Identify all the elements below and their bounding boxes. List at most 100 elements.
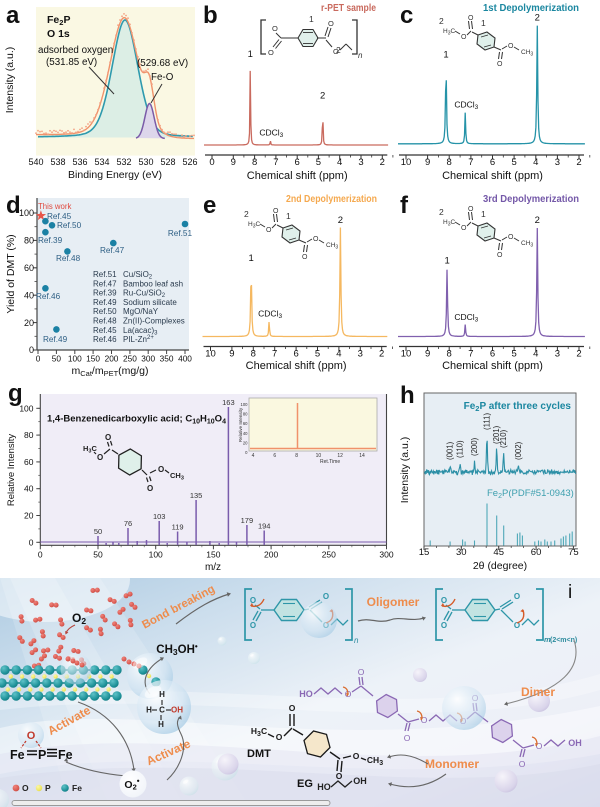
- svg-text:2: 2: [338, 215, 343, 226]
- svg-text:O: O: [358, 667, 365, 677]
- svg-text:10: 10: [401, 349, 412, 360]
- svg-text:1: 1: [249, 253, 254, 264]
- svg-text:O2•: O2•: [124, 777, 139, 792]
- svg-text:80: 80: [24, 236, 34, 246]
- svg-text:HO: HO: [299, 689, 313, 699]
- svg-text:This work: This work: [38, 202, 71, 211]
- svg-text:30: 30: [456, 547, 467, 558]
- svg-text:Chemical shift (ppm): Chemical shift (ppm): [442, 360, 543, 372]
- svg-text:O: O: [404, 733, 411, 743]
- svg-text:20: 20: [24, 318, 34, 328]
- svg-text:3: 3: [555, 157, 560, 168]
- svg-text:O: O: [497, 252, 503, 259]
- svg-text:2: 2: [380, 157, 385, 168]
- svg-text:CH3: CH3: [170, 471, 184, 482]
- svg-text:60: 60: [24, 263, 34, 273]
- svg-text:6: 6: [490, 157, 495, 168]
- svg-text:103: 103: [153, 512, 166, 521]
- svg-text:8: 8: [295, 453, 298, 459]
- svg-text:200: 200: [105, 354, 119, 364]
- svg-text:Ref.51: Ref.51: [93, 270, 117, 279]
- svg-text:Intensity (a.u.): Intensity (a.u.): [399, 437, 411, 504]
- svg-text:300: 300: [141, 354, 155, 364]
- svg-text:1: 1: [444, 256, 449, 267]
- svg-text:O: O: [289, 703, 296, 713]
- svg-text:(002): (002): [514, 441, 523, 460]
- svg-text:2: 2: [320, 91, 325, 102]
- svg-text:Cu/SiO2: Cu/SiO2: [123, 270, 153, 281]
- svg-text:Ru-Cu/SiO2: Ru-Cu/SiO2: [123, 289, 166, 300]
- svg-text:80: 80: [24, 430, 34, 440]
- svg-text:r-PET sample: r-PET sample: [321, 3, 376, 14]
- svg-text:H: H: [159, 690, 165, 699]
- svg-text:Ref.45: Ref.45: [93, 326, 117, 335]
- svg-text:0: 0: [29, 345, 34, 355]
- svg-text:Sodium silicate: Sodium silicate: [123, 298, 177, 307]
- svg-text:Ref.39: Ref.39: [93, 289, 117, 298]
- svg-text:15: 15: [419, 547, 430, 558]
- svg-text:1: 1: [443, 50, 448, 61]
- svg-text:O: O: [105, 433, 111, 442]
- svg-text:(529.68 eV): (529.68 eV): [137, 58, 188, 69]
- svg-text:534: 534: [94, 157, 109, 167]
- svg-text:O: O: [468, 206, 474, 213]
- svg-text:0: 0: [29, 537, 34, 547]
- svg-text:O: O: [353, 751, 360, 761]
- svg-text:8: 8: [447, 157, 452, 168]
- svg-text:3: 3: [555, 349, 560, 360]
- svg-text:CH3: CH3: [326, 242, 338, 251]
- svg-text:2: 2: [576, 157, 581, 168]
- svg-text:20: 20: [24, 511, 34, 521]
- svg-text:60: 60: [531, 547, 542, 558]
- svg-text:400: 400: [178, 354, 192, 364]
- svg-text:526: 526: [182, 157, 197, 167]
- svg-text:4: 4: [336, 349, 341, 360]
- svg-text:9: 9: [425, 349, 430, 360]
- svg-text:Binding Energy (eV): Binding Energy (eV): [68, 169, 162, 181]
- svg-text:7: 7: [468, 157, 473, 168]
- svg-text:(201): (201): [492, 425, 501, 444]
- svg-text:100: 100: [19, 403, 33, 413]
- svg-text:14: 14: [359, 453, 365, 459]
- svg-text:Ref.51: Ref.51: [168, 229, 193, 238]
- svg-text:4: 4: [252, 453, 255, 459]
- svg-text:200: 200: [264, 550, 278, 560]
- svg-text:O: O: [250, 596, 256, 605]
- svg-text:O: O: [421, 715, 428, 725]
- svg-text:0: 0: [209, 157, 214, 168]
- svg-text:H3C: H3C: [251, 726, 267, 738]
- svg-text:C: C: [159, 706, 165, 715]
- svg-text:1: 1: [481, 18, 486, 28]
- svg-text:CH3OH•: CH3OH•: [156, 642, 198, 657]
- svg-text:9: 9: [231, 157, 236, 168]
- svg-text:1: 1: [481, 209, 486, 219]
- svg-text:2: 2: [244, 209, 249, 219]
- svg-text:O: O: [147, 484, 153, 493]
- svg-text:La(acac)3: La(acac)3: [123, 326, 158, 337]
- svg-text:100: 100: [149, 550, 163, 560]
- svg-text:EG: EG: [297, 778, 313, 790]
- svg-text:250: 250: [322, 550, 336, 560]
- svg-text:(200): (200): [470, 437, 479, 456]
- svg-text:0: 0: [38, 550, 43, 560]
- svg-text:45: 45: [493, 547, 504, 558]
- svg-text:O: O: [302, 254, 308, 261]
- svg-text:Relative Intensity: Relative Intensity: [238, 407, 243, 442]
- svg-text:Ref.50: Ref.50: [93, 307, 117, 316]
- svg-text:O: O: [22, 783, 29, 793]
- svg-text:40: 40: [24, 484, 34, 494]
- svg-text:4: 4: [337, 157, 342, 168]
- svg-text:Ref.39: Ref.39: [38, 236, 63, 245]
- svg-text:adsorbed oxygen: adsorbed oxygen: [38, 45, 113, 56]
- svg-text:m: m: [544, 635, 551, 644]
- svg-text:O: O: [268, 48, 274, 57]
- svg-text:75: 75: [568, 547, 579, 558]
- svg-text:Chemical shift (ppm): Chemical shift (ppm): [442, 170, 543, 182]
- svg-text:50: 50: [94, 527, 102, 536]
- svg-text:179: 179: [241, 516, 254, 525]
- svg-text:O: O: [461, 225, 467, 232]
- svg-text:7: 7: [468, 349, 473, 360]
- svg-text:n: n: [358, 51, 363, 60]
- svg-text:1: 1: [248, 49, 253, 60]
- svg-text:(001): (001): [446, 441, 455, 460]
